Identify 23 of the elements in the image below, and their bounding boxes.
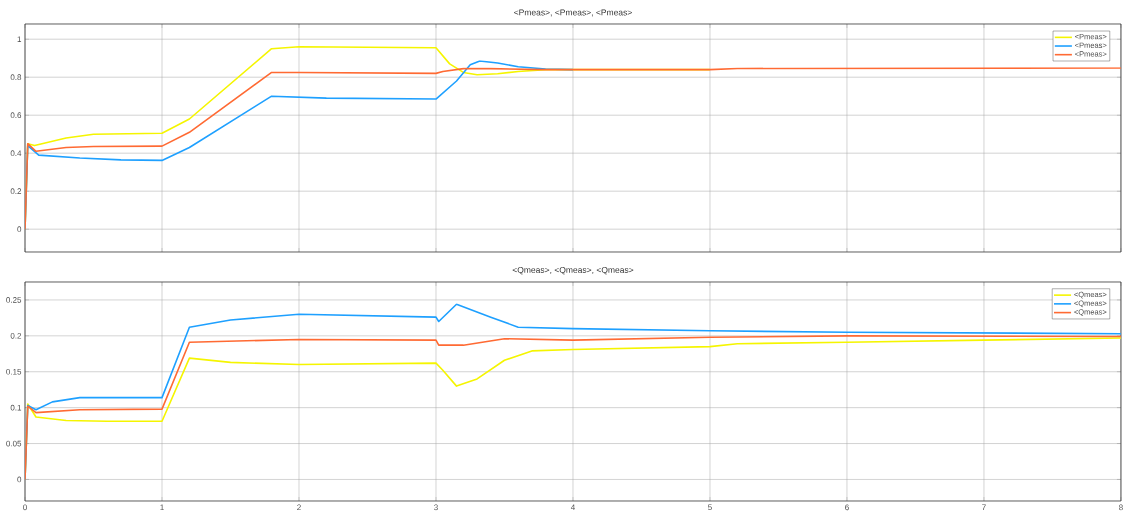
x-tick-label: 2 <box>297 504 301 511</box>
y-tick-label: 0.25 <box>6 297 22 303</box>
y-tick-label: 0.1 <box>10 404 22 411</box>
y-tick-label: 0.2 <box>10 333 22 339</box>
chart-title: <Pmeas>, <Pmeas>, <Pmeas> <box>514 9 632 17</box>
x-tick-label: 0 <box>23 504 27 511</box>
y-tick-label: 1 <box>17 36 22 42</box>
y-tick-label: 0 <box>17 226 22 233</box>
x-tick-label: 6 <box>845 504 849 511</box>
y-tick-label: 0.8 <box>10 74 22 81</box>
y-tick-label: 0.2 <box>10 188 22 195</box>
y-tick-label: 0.05 <box>6 440 22 447</box>
y-tick-label: 0.4 <box>10 150 22 157</box>
y-tick-label: 0 <box>17 476 22 483</box>
y-tick-label: 0.6 <box>10 112 22 119</box>
x-tick-label: 5 <box>708 504 712 511</box>
x-tick-label: 3 <box>434 504 438 511</box>
x-tick-label: 1 <box>160 504 164 511</box>
chart-title: <Qmeas>, <Qmeas>, <Qmeas> <box>512 266 634 275</box>
x-tick-label: 7 <box>982 504 986 511</box>
y-tick-label: 0.15 <box>6 368 22 375</box>
x-tick-label: 4 <box>570 504 575 511</box>
x-tick-label: 8 <box>1119 504 1123 511</box>
